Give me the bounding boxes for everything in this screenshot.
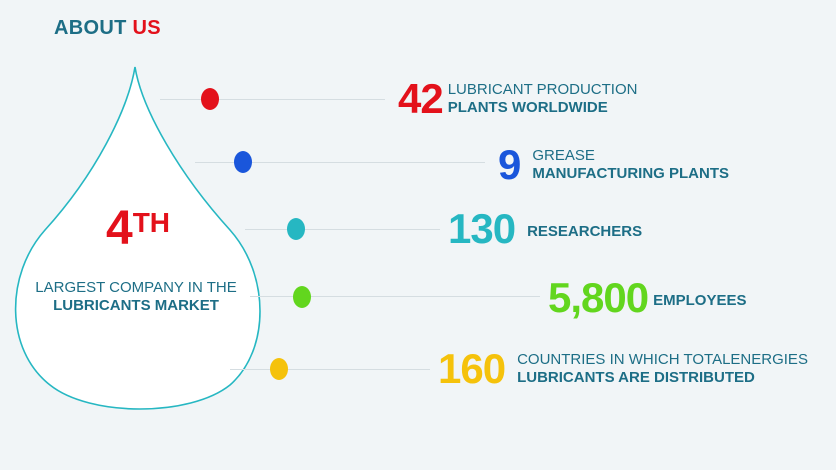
title-part-about: ABOUT (54, 17, 133, 39)
stat-label: GREASE MANUFACTURING PLANTS (532, 147, 729, 183)
stat-label-line1: GREASE (532, 147, 595, 164)
stat-label-line2: MANUFACTURING PLANTS (532, 165, 730, 182)
connector-line (195, 162, 485, 163)
stat-value: 5,800 (548, 274, 649, 321)
connector-line (250, 296, 540, 297)
connector-line (160, 99, 385, 100)
rank-value: 4 (105, 202, 133, 255)
stat-plants: 42 LUBRICANT PRODUCTION PLANTS WORLDWIDE (398, 78, 637, 120)
stat-dot-blue (234, 151, 252, 173)
rank-description-line2: LUBRICANTS MARKET (53, 297, 219, 314)
stat-researchers: 130 RESEARCHERS (448, 208, 642, 250)
stat-label-line1: LUBRICANT PRODUCTION (447, 81, 638, 98)
stat-value: 160 (438, 345, 506, 392)
stat-value: 9 (498, 141, 521, 188)
stat-label: RESEARCHERS (527, 223, 643, 240)
rank-description: LARGEST COMPANY IN THE LUBRICANTS MARKET (24, 279, 248, 315)
stat-value: 130 (448, 205, 516, 252)
stat-dot-yellow (270, 358, 288, 380)
stat-label-line1: COUNTRIES IN WHICH TOTALENERGIES (517, 351, 808, 368)
stat-label: COUNTRIES IN WHICH TOTALENERGIES LUBRICA… (517, 351, 808, 387)
stat-label: EMPLOYEES (653, 292, 747, 309)
stat-label-line2: PLANTS WORLDWIDE (447, 99, 608, 116)
stat-dot-red (201, 88, 219, 110)
connector-line (245, 229, 440, 230)
connector-line (230, 369, 430, 370)
stat-dot-cyan (287, 218, 305, 240)
stat-value: 42 (398, 75, 444, 122)
stat-countries: 160 COUNTRIES IN WHICH TOTALENERGIES LUB… (438, 348, 808, 390)
stat-dot-green (293, 286, 311, 308)
stat-label: LUBRICANT PRODUCTION PLANTS WORLDWIDE (448, 81, 638, 117)
rank-number: 4TH (88, 205, 188, 253)
rank-suffix: TH (132, 207, 171, 238)
title-part-us: US (132, 17, 161, 39)
rank-description-line1: LARGEST COMPANY IN THE (35, 279, 237, 296)
page-title: ABOUT US (54, 17, 161, 40)
stat-label-line2: LUBRICANTS ARE DISTRIBUTED (517, 369, 755, 386)
stat-grease-plants: 9 GREASE MANUFACTURING PLANTS (498, 144, 729, 186)
stat-employees: 5,800 EMPLOYEES (548, 277, 746, 319)
